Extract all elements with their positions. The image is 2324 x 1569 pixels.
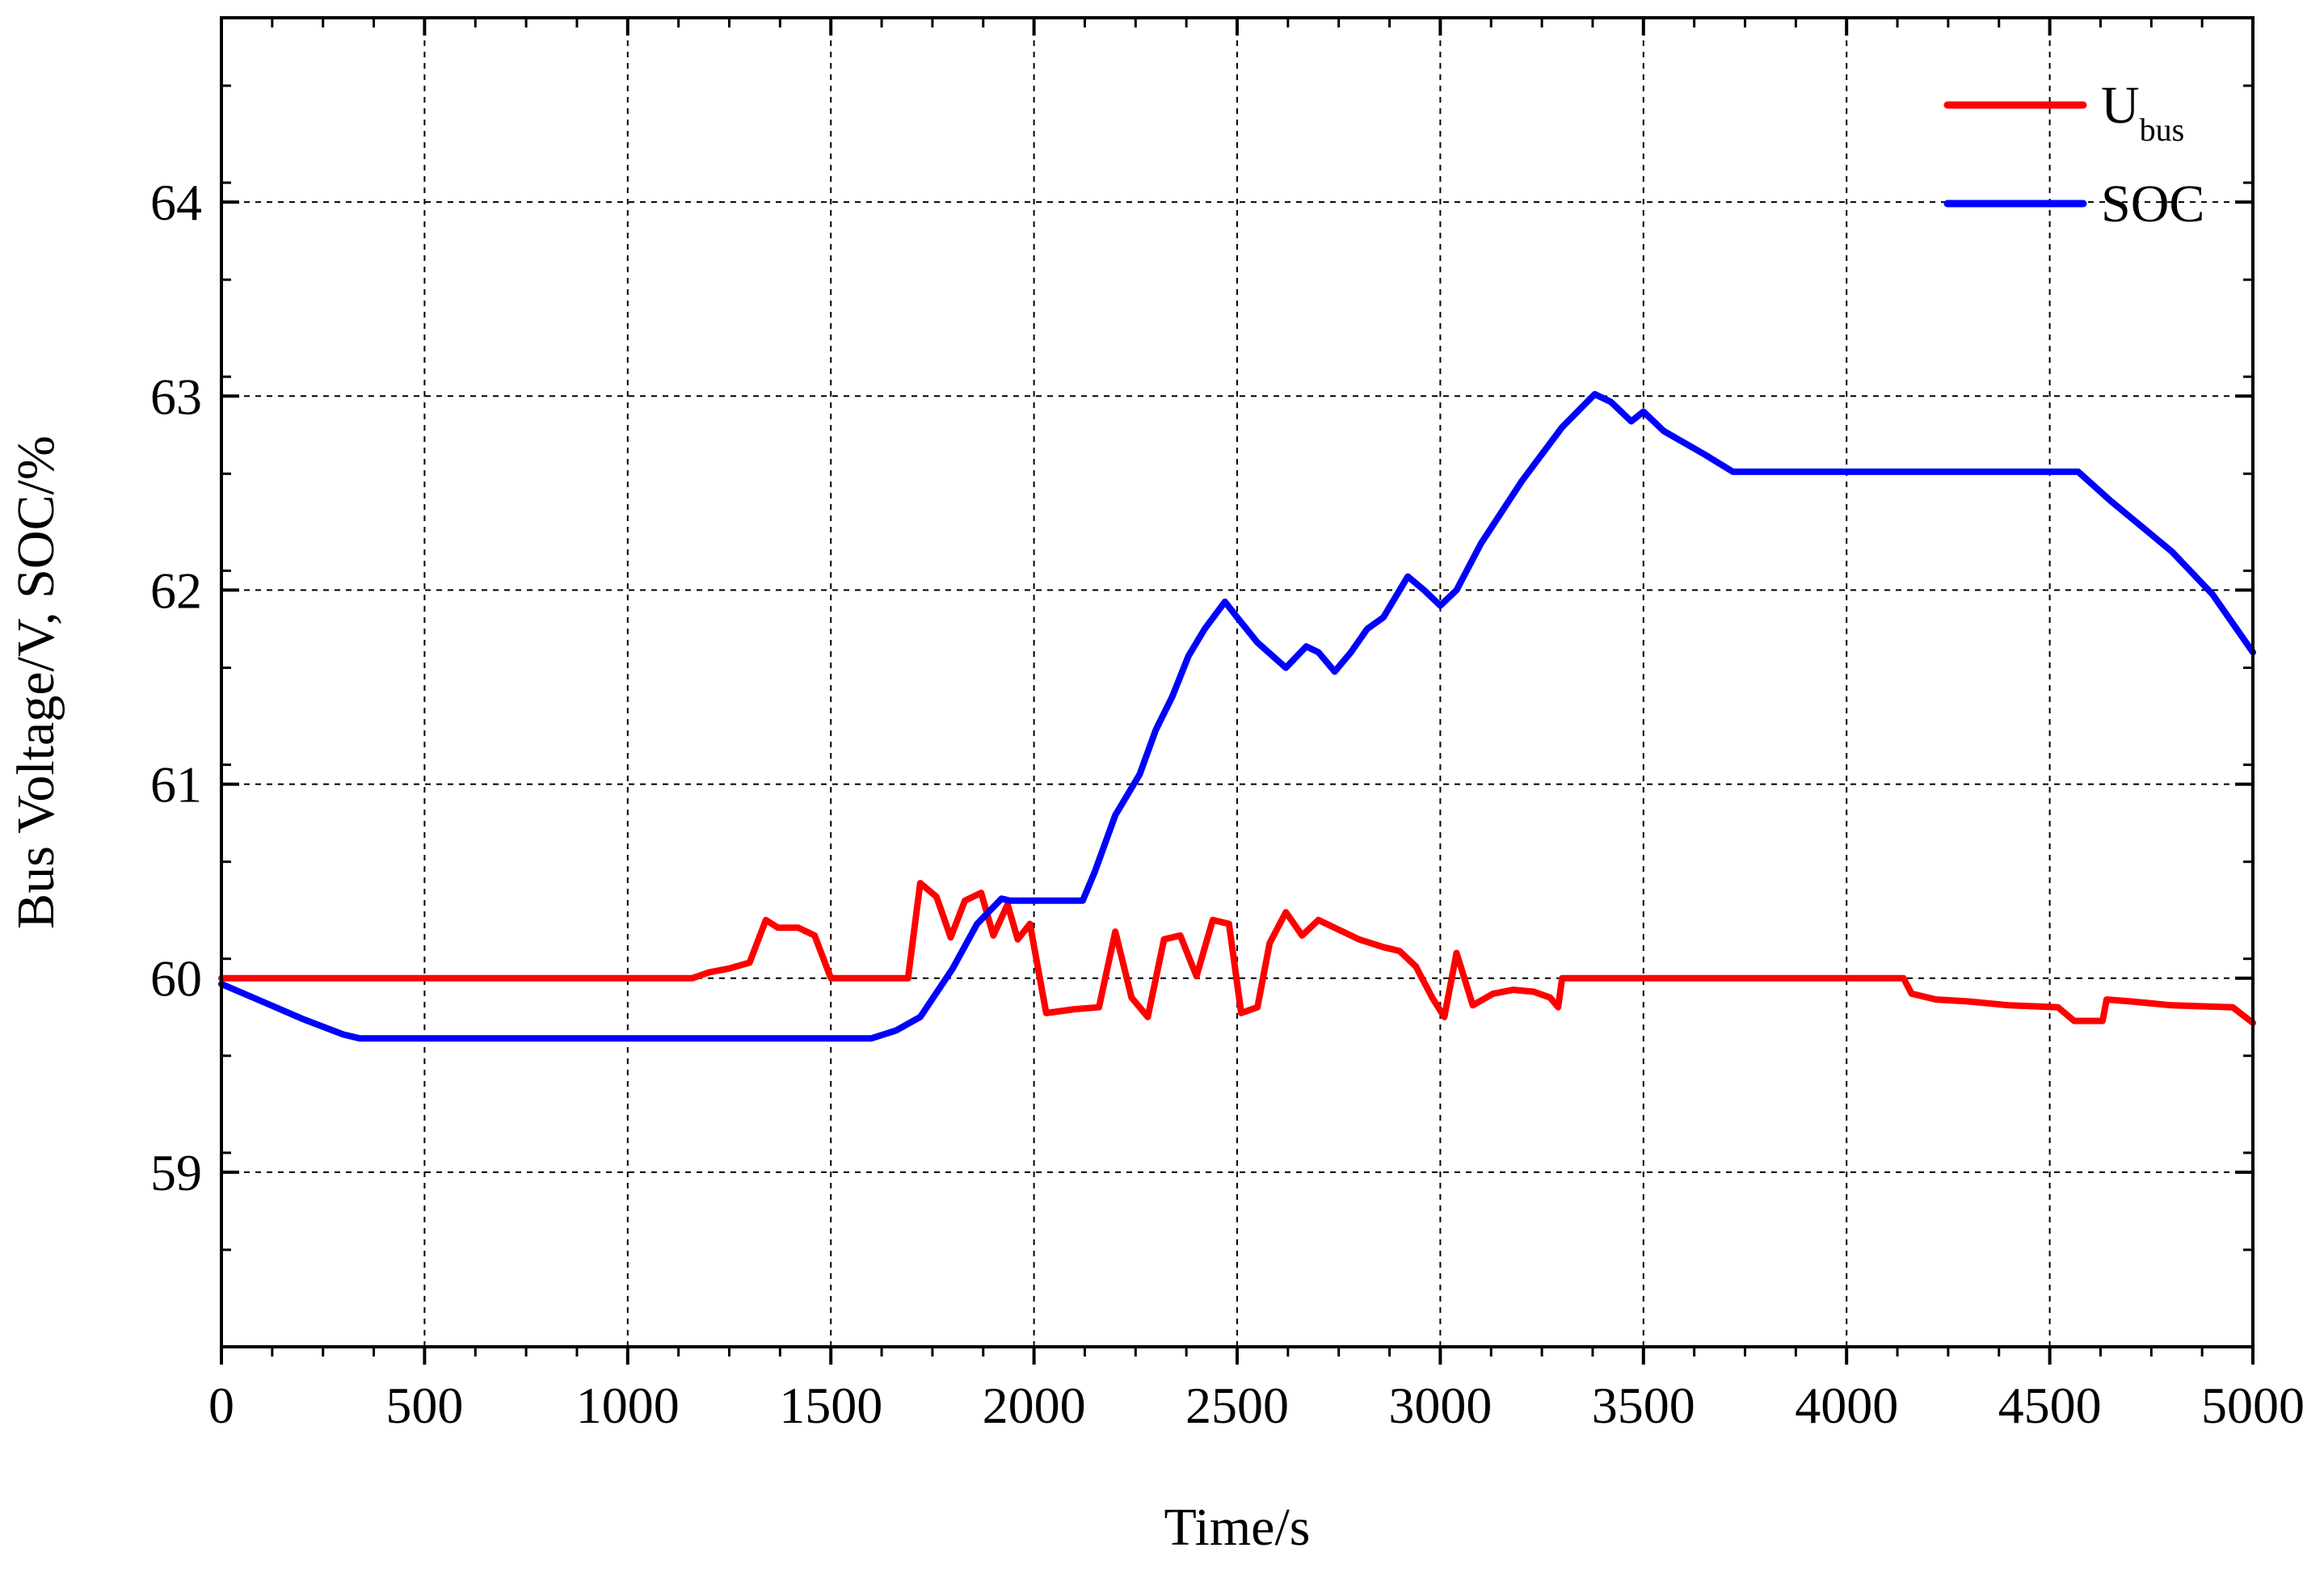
y-tick-label: 60	[150, 950, 202, 1007]
legend-label-ubus: Ubus	[2101, 76, 2184, 148]
x-tick-label: 1000	[576, 1377, 680, 1434]
y-tick-label: 61	[150, 756, 202, 814]
y-tick-label: 62	[150, 562, 202, 619]
x-tick-label: 3000	[1388, 1377, 1492, 1434]
series-lines	[218, 390, 2256, 1042]
legend-label-ubus-main: U	[2101, 76, 2140, 135]
x-tick-label: 2000	[983, 1377, 1086, 1434]
y-axis-title: Bus Voltage/V, SOC/%	[6, 435, 65, 929]
series-line-ubus	[218, 880, 2256, 1026]
y-tick-label: 63	[150, 368, 202, 425]
legend-label-soc: SOC	[2101, 175, 2204, 233]
x-tick-label: 1500	[779, 1377, 882, 1434]
legend: Ubus SOC	[1943, 76, 2204, 233]
x-tick-label: 0	[208, 1377, 234, 1434]
series-line-soc	[218, 390, 2256, 1042]
y-tick-label: 59	[150, 1144, 202, 1201]
x-tick-label: 5000	[2201, 1377, 2305, 1434]
x-tick-label: 4500	[1998, 1377, 2102, 1434]
x-tick-label: 3500	[1592, 1377, 1695, 1434]
tick-labels: 0 500 1000 1500 2000 2500 3000 3500 4000 4500 5000…	[150, 174, 2305, 1434]
x-axis-title: Time/s	[1164, 1498, 1311, 1557]
legend-label-ubus-subscript: bus	[2140, 111, 2185, 148]
x-tick-label: 2500	[1185, 1377, 1289, 1434]
x-tick-label: 500	[385, 1377, 463, 1434]
x-tick-label: 4000	[1795, 1377, 1898, 1434]
plot-frame	[220, 16, 2255, 1348]
y-tick-label: 64	[150, 174, 202, 231]
